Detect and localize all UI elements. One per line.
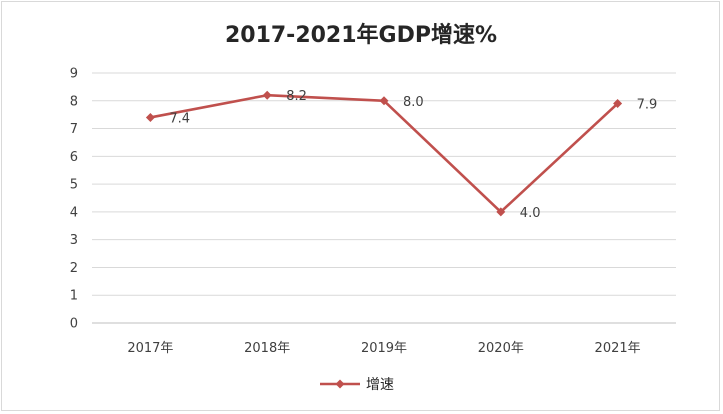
data-label: 4.0 — [520, 206, 541, 221]
y-tick-label: 8 — [70, 94, 78, 109]
x-axis-ticks: 2017年 2018年 2019年 2020年 2021年 — [127, 341, 640, 356]
legend-label: 增速 — [366, 377, 394, 393]
legend: 增速 — [320, 377, 394, 393]
data-label: 8.0 — [403, 95, 424, 110]
y-tick-label: 9 — [70, 67, 78, 82]
data-point-marker — [145, 112, 155, 122]
data-point-marker — [379, 96, 389, 106]
x-tick-label: 2017年 — [127, 341, 173, 356]
y-tick-label: 6 — [70, 150, 78, 165]
data-labels: 7.4 8.2 8.0 4.0 7.9 — [169, 89, 657, 221]
chart-title: 2017-2021年GDP增速% — [225, 22, 497, 48]
x-tick-label: 2019年 — [361, 341, 407, 356]
y-tick-label: 5 — [70, 178, 78, 193]
data-label: 7.9 — [637, 98, 658, 113]
x-tick-label: 2021年 — [595, 341, 641, 356]
y-tick-label: 0 — [70, 317, 78, 332]
y-tick-label: 2 — [70, 261, 78, 276]
y-tick-label: 1 — [70, 289, 78, 304]
data-point-marker — [496, 207, 506, 217]
data-point-marker — [262, 90, 272, 100]
data-label: 8.2 — [286, 89, 307, 104]
y-tick-label: 4 — [70, 205, 78, 220]
x-tick-label: 2020年 — [478, 341, 524, 356]
y-tick-label: 3 — [70, 233, 78, 248]
series-line — [150, 93, 619, 214]
x-tick-label: 2018年 — [244, 341, 290, 356]
y-axis-ticks: 0 1 2 3 4 5 6 7 8 9 — [70, 67, 78, 332]
legend-marker-icon — [335, 379, 345, 389]
series-layer — [145, 90, 623, 217]
y-tick-label: 7 — [70, 122, 78, 137]
data-point-marker — [613, 99, 623, 109]
data-label: 7.4 — [169, 111, 190, 126]
